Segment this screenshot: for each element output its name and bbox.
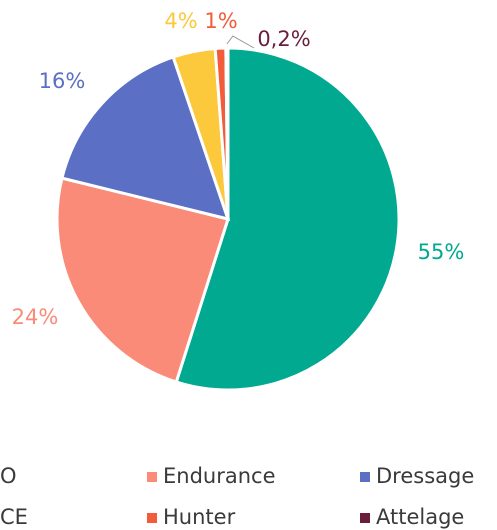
legend-marker bbox=[147, 513, 157, 523]
legend-label: O bbox=[0, 464, 17, 488]
data-label: 4% bbox=[164, 9, 197, 33]
legend-label: Endurance bbox=[163, 464, 276, 488]
data-label: 55% bbox=[418, 240, 465, 264]
data-label: 16% bbox=[39, 69, 86, 93]
leader-line bbox=[226, 35, 255, 49]
pie-slice bbox=[224, 46, 230, 220]
legend-marker bbox=[147, 472, 157, 482]
data-label: 0,2% bbox=[257, 27, 310, 51]
pie-slice bbox=[174, 46, 401, 392]
data-label: 24% bbox=[12, 305, 59, 329]
data-label: 1% bbox=[204, 9, 237, 33]
legend-marker bbox=[360, 513, 370, 523]
legend-label: Attelage bbox=[376, 505, 464, 529]
legend-label: CE bbox=[0, 505, 28, 529]
legend-label: Hunter bbox=[163, 505, 236, 529]
legend-marker bbox=[360, 472, 370, 482]
legend-label: Dressage bbox=[376, 464, 474, 488]
pie-slice bbox=[55, 176, 230, 384]
